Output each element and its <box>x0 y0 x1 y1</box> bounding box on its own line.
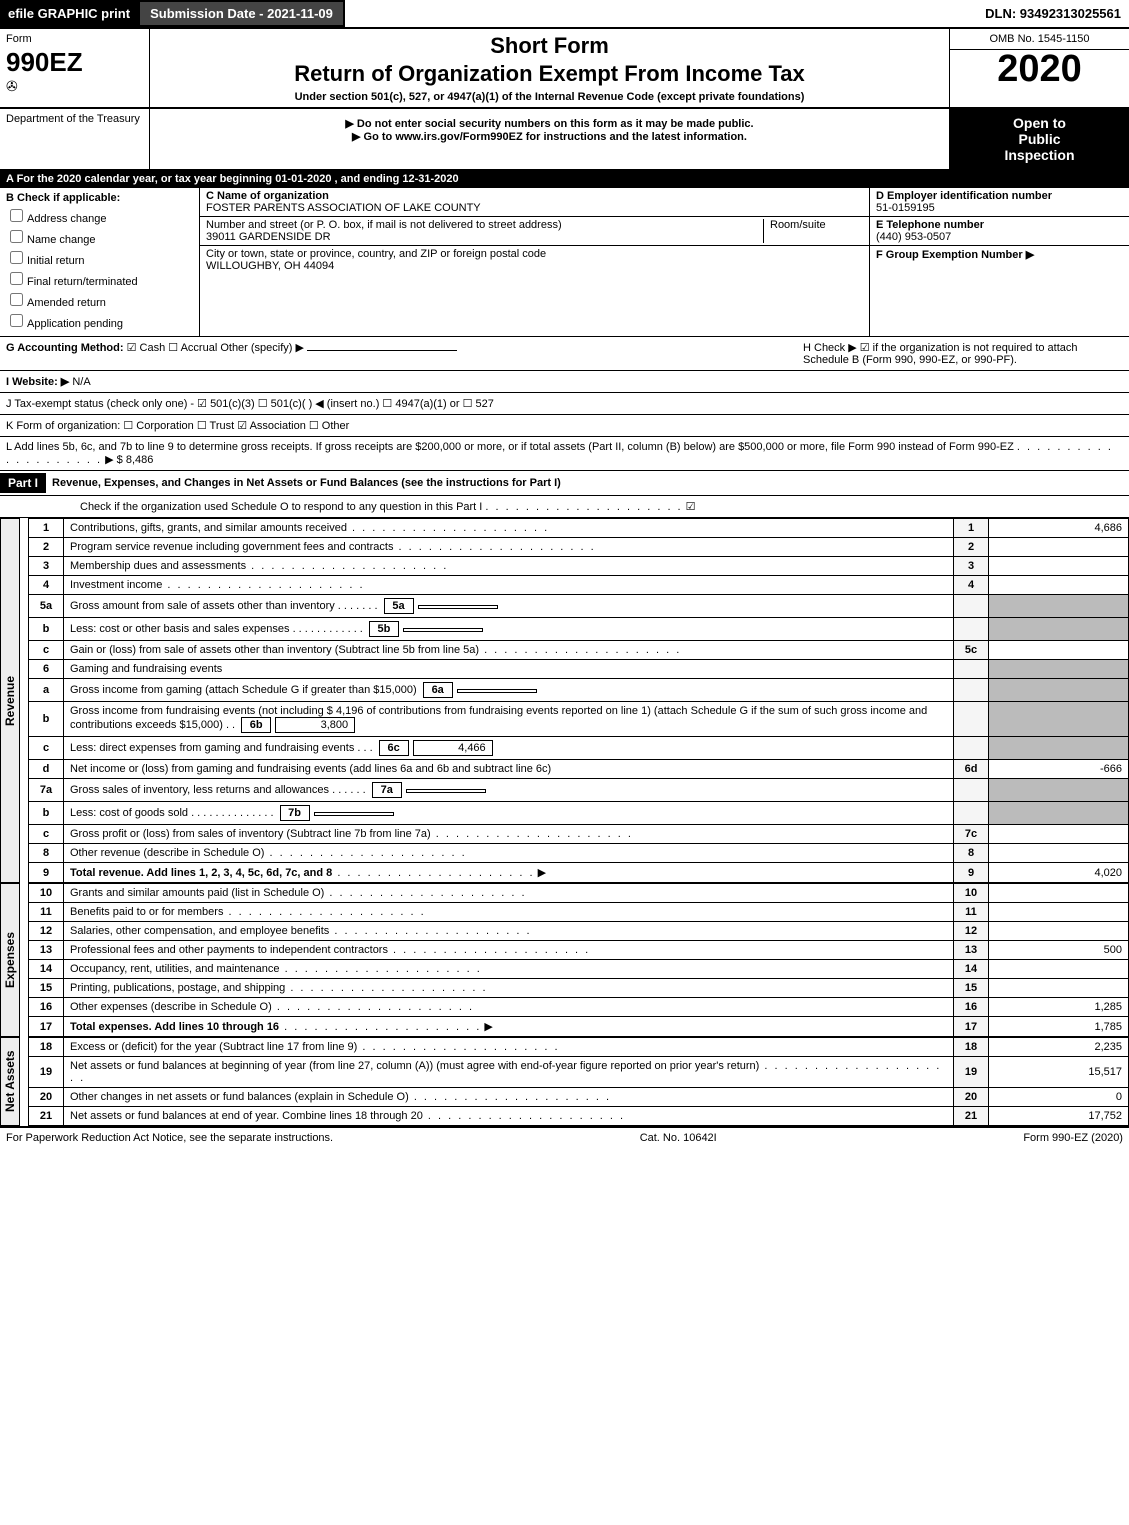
other-specify[interactable]: Other (specify) ▶ <box>220 342 304 354</box>
public-text: Public <box>954 131 1125 147</box>
l-gross-receipts-text: L Add lines 5b, 6c, and 7b to line 9 to … <box>6 441 1014 453</box>
dept-treasury: Department of the Treasury <box>6 113 143 125</box>
form-header: Form 990EZ ✇ Short Form Return of Organi… <box>0 29 1129 109</box>
goto-link[interactable]: ▶ Go to www.irs.gov/Form990EZ for instru… <box>158 130 941 143</box>
expenses-table: 10Grants and similar amounts paid (list … <box>28 883 1129 1037</box>
org-name: FOSTER PARENTS ASSOCIATION OF LAKE COUNT… <box>206 202 863 214</box>
city-state-zip: WILLOUGHBY, OH 44094 <box>206 260 863 272</box>
net-assets-side-label: Net Assets <box>0 1037 20 1126</box>
under-section-text: Under section 501(c), 527, or 4947(a)(1)… <box>156 91 943 103</box>
entity-section: B Check if applicable: Address change Na… <box>0 188 1129 337</box>
d-ein-label: D Employer identification number <box>876 190 1123 202</box>
revenue-side-label: Revenue <box>0 518 20 883</box>
city-label: City or town, state or province, country… <box>206 248 863 260</box>
h-check-text: H Check ▶ ☑ if the organization is not r… <box>803 341 1123 366</box>
omb-number: OMB No. 1545-1150 <box>950 29 1129 50</box>
form-version: Form 990-EZ (2020) <box>1023 1132 1123 1144</box>
submission-date: Submission Date - 2021-11-09 <box>138 0 345 27</box>
form-number: 990EZ <box>6 47 143 78</box>
inspection-text: Inspection <box>954 147 1125 163</box>
expenses-side-label: Expenses <box>0 883 20 1037</box>
amended-return-checkbox[interactable]: Amended return <box>6 290 193 309</box>
f-group-label: F Group Exemption Number ▶ <box>876 248 1123 261</box>
tax-year-bar: A For the 2020 calendar year, or tax yea… <box>0 170 1129 188</box>
form-label: Form <box>6 33 143 45</box>
short-form-title: Short Form <box>156 33 943 59</box>
ein-value: 51-0159195 <box>876 202 1123 214</box>
instructions-row: Department of the Treasury ▶ Do not ente… <box>0 109 1129 170</box>
k-form-org-line: K Form of organization: ☐ Corporation ☐ … <box>0 415 1129 437</box>
paperwork-notice: For Paperwork Reduction Act Notice, see … <box>6 1132 333 1144</box>
room-suite-label: Room/suite <box>763 219 863 243</box>
application-pending-checkbox[interactable]: Application pending <box>6 311 193 330</box>
return-title: Return of Organization Exempt From Incom… <box>156 61 943 87</box>
part1-header: Part I <box>0 473 46 493</box>
revenue-table: 1Contributions, gifts, grants, and simil… <box>28 518 1129 883</box>
page-footer: For Paperwork Reduction Act Notice, see … <box>0 1126 1129 1148</box>
part1-title: Revenue, Expenses, and Changes in Net As… <box>46 477 561 489</box>
l-amount: $ 8,486 <box>117 454 154 466</box>
street-address: 39011 GARDENSIDE DR <box>206 231 763 243</box>
e-phone-label: E Telephone number <box>876 219 1123 231</box>
c-name-label: C Name of organization <box>206 190 863 202</box>
website-value: N/A <box>72 376 90 388</box>
efile-button[interactable]: efile GRAPHIC print <box>0 0 138 27</box>
b-check-label: B Check if applicable: <box>6 192 193 204</box>
final-return-checkbox[interactable]: Final return/terminated <box>6 269 193 288</box>
g-accounting-label: G Accounting Method: <box>6 342 124 354</box>
phone-value: (440) 953-0507 <box>876 231 1123 243</box>
initial-return-checkbox[interactable]: Initial return <box>6 248 193 267</box>
name-change-checkbox[interactable]: Name change <box>6 227 193 246</box>
address-change-checkbox[interactable]: Address change <box>6 206 193 225</box>
street-label: Number and street (or P. O. box, if mail… <box>206 219 763 231</box>
open-to-text: Open to <box>954 115 1125 131</box>
part1-check-o: Check if the organization used Schedule … <box>80 501 482 513</box>
j-tax-exempt-line: J Tax-exempt status (check only one) - ☑… <box>0 393 1129 415</box>
accrual-checkbox[interactable]: Accrual <box>168 342 217 354</box>
i-website-label: I Website: ▶ <box>6 376 69 388</box>
top-bar: efile GRAPHIC print Submission Date - 20… <box>0 0 1129 29</box>
catalog-number: Cat. No. 10642I <box>640 1132 717 1144</box>
dln-number: DLN: 93492313025561 <box>977 0 1129 27</box>
net-assets-table: 18Excess or (deficit) for the year (Subt… <box>28 1037 1129 1126</box>
no-ssn-warning: ▶ Do not enter social security numbers o… <box>158 117 941 130</box>
tax-year: 2020 <box>950 50 1129 88</box>
cash-checkbox[interactable]: Cash <box>127 342 166 354</box>
